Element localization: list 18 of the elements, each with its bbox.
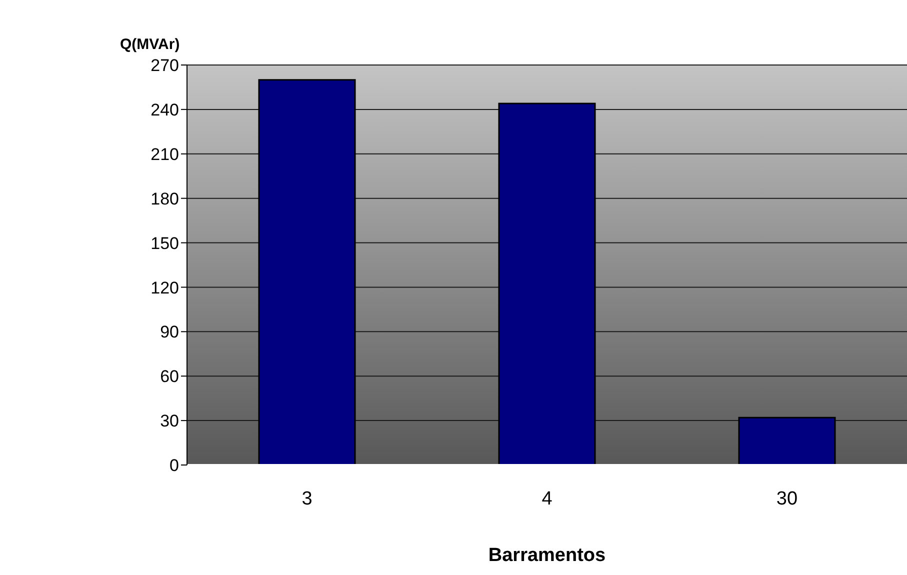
y-tick-label: 60 xyxy=(160,367,179,386)
y-axis-title: Q(MVAr) xyxy=(120,36,180,53)
y-tick-label: 120 xyxy=(150,278,179,298)
bar xyxy=(738,416,836,465)
y-tick-label: 0 xyxy=(170,456,179,476)
y-tick-label: 150 xyxy=(150,234,179,253)
y-tick-label: 270 xyxy=(150,56,179,76)
x-tick-label: 3 xyxy=(302,488,312,510)
y-tick-label: 240 xyxy=(150,100,179,120)
x-tick-label: 30 xyxy=(776,488,798,510)
bar xyxy=(498,102,596,465)
x-tick-label: 4 xyxy=(542,488,553,510)
x-axis-title: Barramentos xyxy=(487,545,607,567)
y-tick-label: 210 xyxy=(150,144,179,164)
y-tick-label: 90 xyxy=(160,322,179,342)
bar xyxy=(258,79,356,465)
y-tick-label: 30 xyxy=(160,412,179,431)
y-tick-label: 180 xyxy=(150,189,179,208)
